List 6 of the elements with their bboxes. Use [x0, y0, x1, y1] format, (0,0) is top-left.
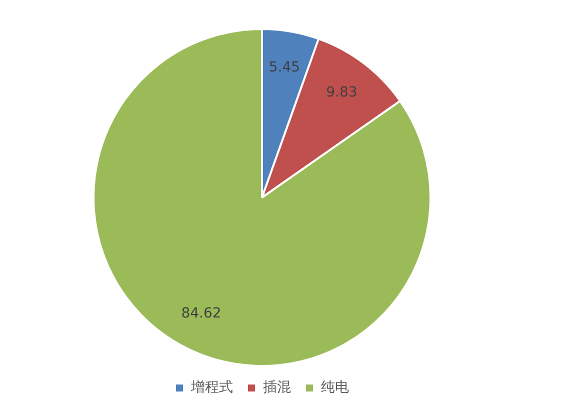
data-label: 9.83: [326, 84, 358, 101]
legend-label: 增程式: [190, 380, 233, 396]
legend-label: 插混: [263, 380, 291, 396]
data-label: 84.62: [181, 306, 222, 322]
legend-label: 纯电: [321, 380, 349, 396]
data-label: 5.45: [268, 60, 300, 76]
